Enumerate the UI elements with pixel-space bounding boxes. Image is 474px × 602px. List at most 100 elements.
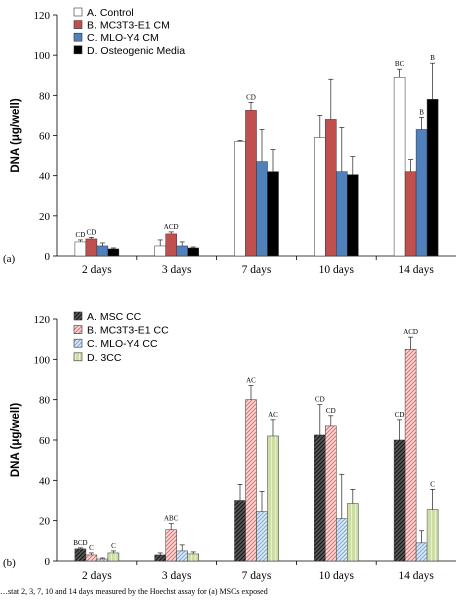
legend-swatch xyxy=(73,32,83,42)
x-category-label: 3 days xyxy=(162,570,192,582)
bar xyxy=(267,435,279,562)
x-category-label: 2 days xyxy=(82,264,112,276)
bar xyxy=(245,110,257,257)
bar xyxy=(74,241,87,257)
bar xyxy=(74,548,87,562)
bar xyxy=(107,248,120,257)
significance-label: AC xyxy=(268,411,278,419)
legend-label: B. MC3T3-E1 CM xyxy=(87,20,170,32)
bar xyxy=(426,509,439,562)
x-category-label: 10 days xyxy=(319,570,355,582)
y-tick-label: 20 xyxy=(39,211,51,223)
legend-swatch xyxy=(73,338,83,348)
panel-b-chart: 0 20 40 60 80 100 120 DNA (μg/well) (b) 2 days BCD… xyxy=(3,311,456,582)
bar xyxy=(234,500,246,562)
legend-swatch xyxy=(73,20,83,29)
y-tick-label: 0 xyxy=(45,556,51,568)
y-tick-label: 60 xyxy=(39,131,51,143)
y-tick-label: 100 xyxy=(34,50,51,62)
legend-label: D. Osteogenic Media xyxy=(87,45,185,57)
bar xyxy=(154,554,166,562)
significance-label: CD xyxy=(76,231,86,239)
x-category-label: 2 days xyxy=(82,570,112,582)
y-tick-label: 60 xyxy=(39,435,51,447)
bar xyxy=(187,247,199,257)
significance-label: ACD xyxy=(164,223,179,231)
bar xyxy=(404,349,417,562)
bar xyxy=(176,550,188,562)
bar xyxy=(325,425,337,562)
significance-label: C xyxy=(430,480,435,488)
significance-label: CD xyxy=(315,396,325,404)
legend-label: B. MC3T3-E1 CC xyxy=(87,325,169,337)
bar xyxy=(314,137,326,257)
y-tick-label: 80 xyxy=(39,395,51,407)
bar xyxy=(176,245,188,257)
bar xyxy=(234,141,246,257)
significance-label: B xyxy=(430,54,435,62)
bar xyxy=(256,511,268,562)
bar xyxy=(347,174,359,257)
y-tick-label: 20 xyxy=(39,516,51,528)
significance-label: CD xyxy=(246,93,256,101)
legend-swatch xyxy=(73,45,83,55)
bar xyxy=(267,171,279,257)
x-category-label: 7 days xyxy=(242,570,272,582)
y-axis-label: DNA (μg/well) xyxy=(10,403,22,477)
bar xyxy=(107,552,120,562)
legend-label: A. MSC CC xyxy=(87,311,142,323)
bar xyxy=(415,129,428,257)
significance-label: CD xyxy=(326,407,336,415)
legend-label: C. MLO-Y4 CC xyxy=(87,338,158,350)
x-category-label: 3 days xyxy=(162,264,192,276)
legend-swatch xyxy=(73,7,83,17)
significance-label: CD xyxy=(87,228,97,236)
significance-label: B xyxy=(419,108,424,116)
x-category-label: 10 days xyxy=(319,264,355,276)
x-category-label: 14 days xyxy=(398,570,434,582)
bar xyxy=(314,434,326,562)
significance-label: BCD xyxy=(73,539,87,547)
bar xyxy=(96,245,109,257)
significance-label: ABC xyxy=(164,515,179,523)
significance-label: BC xyxy=(395,60,405,68)
y-tick-label: 100 xyxy=(34,354,51,366)
bar xyxy=(415,542,428,562)
legend-label: D. 3CC xyxy=(87,352,122,364)
bar xyxy=(426,99,439,257)
bar xyxy=(393,439,406,562)
bar xyxy=(336,171,348,257)
bar xyxy=(393,77,406,257)
bar xyxy=(336,518,348,562)
panel-label: (a) xyxy=(3,253,16,265)
panel-label: (b) xyxy=(3,557,16,569)
y-tick-label: 0 xyxy=(45,251,51,263)
y-tick-label: 120 xyxy=(34,314,51,326)
bar xyxy=(325,119,337,257)
figure-caption: …stat 2, 3, 7, 10 and 14 days measured b… xyxy=(0,587,268,596)
bar xyxy=(165,529,177,562)
significance-label: C xyxy=(111,542,116,550)
x-category-label: 14 days xyxy=(398,264,434,276)
bar xyxy=(347,503,359,562)
legend-label: A. Control xyxy=(87,7,134,19)
y-axis-label: DNA (μg/well) xyxy=(10,98,22,172)
legend-swatch xyxy=(73,325,83,334)
significance-label: CD xyxy=(395,411,405,419)
bar xyxy=(187,553,199,562)
bar xyxy=(256,161,268,257)
bar xyxy=(85,554,98,562)
y-tick-label: 120 xyxy=(34,10,51,22)
x-category-label: 7 days xyxy=(242,264,272,276)
legend-swatch xyxy=(73,352,83,362)
legend-swatch xyxy=(73,311,83,321)
y-tick-label: 80 xyxy=(39,90,51,102)
significance-label: C xyxy=(89,544,94,552)
bar xyxy=(85,238,98,257)
bar xyxy=(245,399,257,562)
y-tick-label: 40 xyxy=(39,475,51,487)
bar xyxy=(96,558,109,562)
